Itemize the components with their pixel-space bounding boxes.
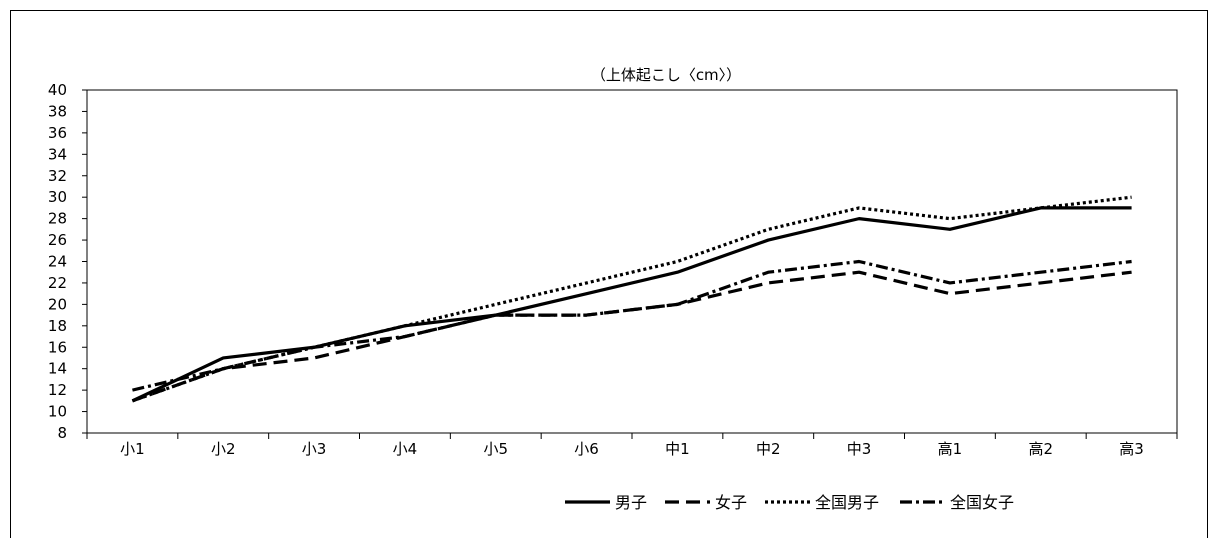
series-line-4 [132,259,1132,392]
y-tick-label: 32 [48,167,67,185]
x-tick-label: 中1 [665,440,690,458]
x-tick-label: 小3 [302,440,327,458]
legend-label-2: 女子 [715,493,747,512]
y-tick-label: 20 [48,295,67,313]
series-line-1 [131,206,1132,403]
x-tick-label: 小6 [574,440,599,458]
y-tick-label: 26 [48,231,67,249]
x-tick-label: 高3 [1119,440,1144,458]
legend-label-3: 全国男子 [815,493,879,512]
x-tick-label: 小5 [483,440,508,458]
y-tick-label: 14 [48,360,67,378]
y-tick-label: 34 [48,145,67,163]
plot-area [86,89,1178,434]
x-axis: 小1 小2 小3 小4 小5 小6 中1 中2 中3 高1 高2 高3 [86,433,1178,458]
x-tick-label: 中2 [756,440,781,458]
y-axis: 8 10 12 14 16 18 20 22 24 26 28 30 32 34 36 38 40 [48,81,87,442]
x-tick-label: 小2 [211,440,236,458]
y-tick-label: 24 [48,253,67,271]
y-tick-label: 38 [48,102,67,120]
series-line-2 [131,270,1132,403]
x-tick-label: 小4 [393,440,418,458]
chart-title: （上体起こし〈cm〉） [591,66,741,84]
legend-label-4: 全国女子 [950,493,1014,512]
y-tick-label: 28 [48,210,67,228]
y-tick-label: 16 [48,338,67,356]
y-tick-label: 12 [48,381,67,399]
x-tick-label: 高1 [938,440,963,458]
y-tick-label: 22 [48,274,67,292]
y-tick-label: 18 [48,317,67,335]
y-tick-label: 40 [48,81,67,99]
x-tick-label: 小1 [120,440,145,458]
y-tick-label: 10 [48,403,67,421]
y-tick-label: 36 [48,124,67,142]
legend-label-1: 男子 [615,493,647,512]
y-tick-label: 8 [57,424,67,442]
y-tick-label: 30 [48,188,67,206]
series-line-3 [131,195,1132,403]
series-layer [131,195,1132,403]
x-tick-label: 中3 [847,440,872,458]
legend: 男子 女子 全国男子 全国女子 [565,493,1014,512]
x-tick-label: 高2 [1028,440,1053,458]
